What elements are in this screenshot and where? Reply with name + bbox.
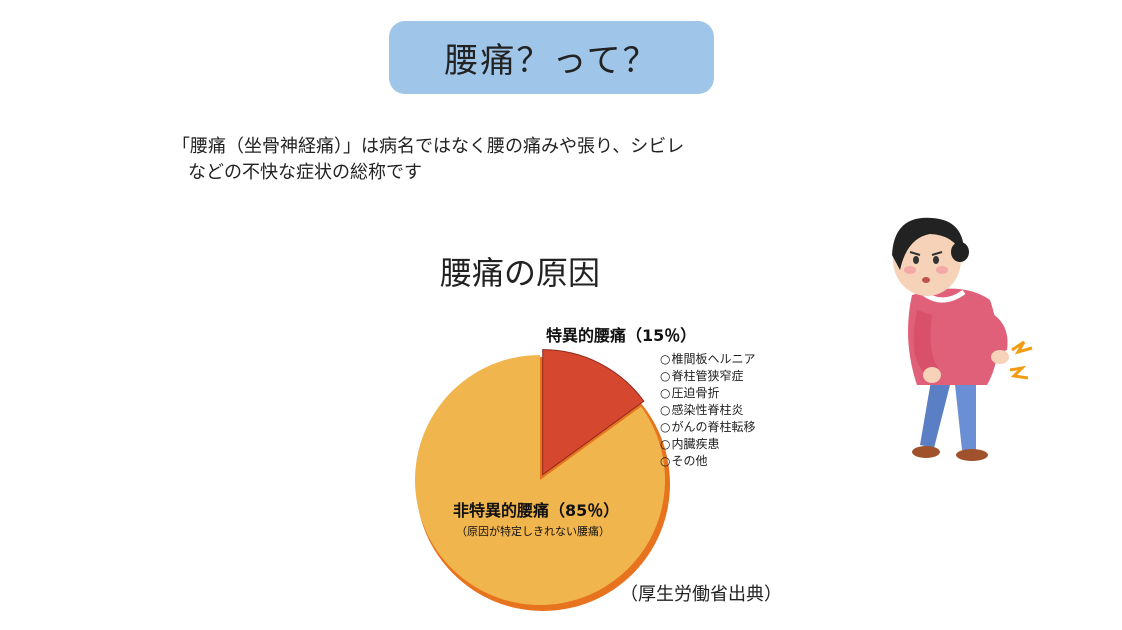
slide-title: 腰痛？って？ xyxy=(389,21,714,94)
cause-item: 圧迫骨折 xyxy=(660,385,756,402)
intro-text: 「腰痛（坐骨神経痛）」は病名ではなく腰の痛みや張り、シビレ などの不快な症状の総… xyxy=(172,134,732,186)
slice-sublabel-nonspecific: （原因が特定しきれない腰痛） xyxy=(456,525,610,538)
cause-item: 椎間板ヘルニア xyxy=(660,351,755,368)
cause-item: 内臓疾患 xyxy=(660,436,756,453)
cause-item: 脊柱管狭窄症 xyxy=(660,368,756,385)
intro-line-1: 「腰痛（坐骨神経痛）」は病名ではなく腰の痛みや張り、シビレ xyxy=(172,136,685,157)
chart-title: 腰痛の原因 xyxy=(440,254,601,292)
pie-slice-specific xyxy=(542,349,645,476)
cause-item: 感染性脊柱炎 xyxy=(660,402,756,419)
cause-item: その他 xyxy=(660,453,756,470)
pie-chart xyxy=(415,349,670,611)
cause-item: がんの脊柱転移 xyxy=(660,419,755,436)
slice-label-nonspecific: 非特異的腰痛（85％） xyxy=(453,501,620,520)
specific-cause-list: 椎間板ヘルニア 脊柱管狭窄症 圧迫骨折 感染性脊柱炎 がんの脊柱転移 内臓疾患 … xyxy=(660,351,756,470)
woman-back-pain-illustration xyxy=(892,217,1033,461)
source-citation: （厚生労働省出典） xyxy=(620,584,782,605)
pie-slice-nonspecific xyxy=(415,355,665,605)
intro-line-2: などの不快な症状の総称です xyxy=(188,162,422,183)
slice-label-specific: 特異的腰痛（15％） xyxy=(546,326,697,345)
